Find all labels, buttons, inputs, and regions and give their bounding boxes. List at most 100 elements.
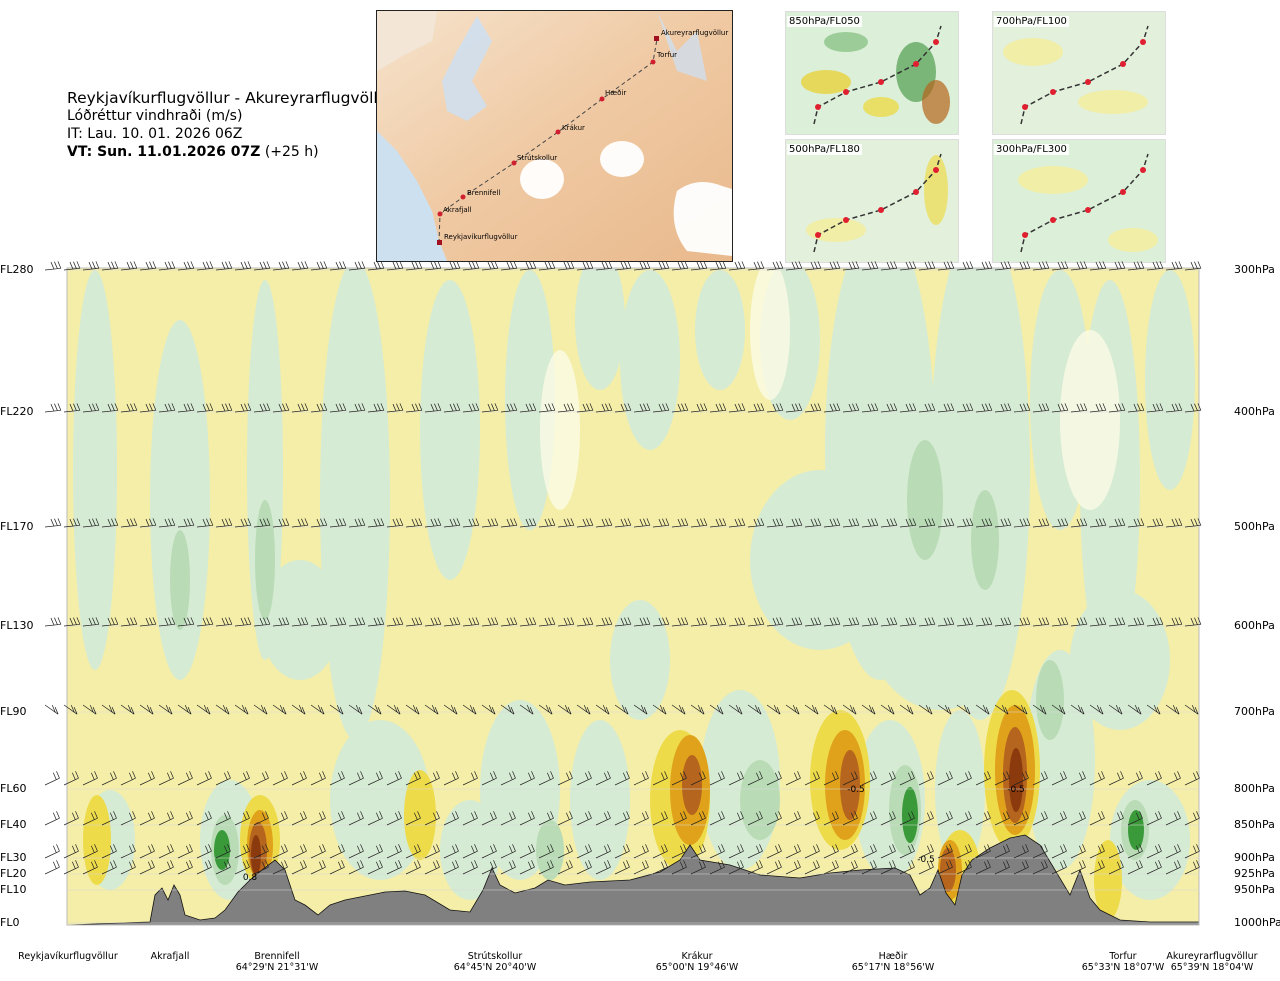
wind-barb [975,704,990,715]
wind-barb [158,844,174,859]
wind-barb [1165,771,1181,786]
wind-barb [519,403,537,413]
map-marker-brennifell [460,194,466,200]
wind-barb [291,811,307,826]
wind-barb [823,844,839,859]
wind-barb [823,518,841,528]
wind-barb [101,518,119,528]
wind-barb [386,860,402,875]
wind-barb [405,704,420,715]
wind-barb [120,860,136,875]
map-marker-haedir [599,96,605,102]
wind-barb [1184,844,1200,859]
wind-barb [63,860,79,875]
wind-barb [994,518,1012,528]
wind-barb [481,261,499,271]
wind-barb [804,518,822,528]
wind-barb [823,811,839,826]
wind-barb [690,617,708,627]
wind-barb [1127,261,1145,271]
wind-barb [557,844,573,859]
wind-barb [177,518,195,528]
wind-barb [823,261,841,271]
wind-barb [842,771,858,786]
wind-barb [899,860,915,875]
wind-barb [1165,860,1181,875]
wind-barb [595,844,611,859]
wind-barb [1089,811,1105,826]
wind-barb [823,860,839,875]
wind-barb [1070,860,1086,875]
wind-barb [196,704,211,715]
station-name: Krákur [681,951,713,962]
wind-barb [329,811,345,826]
wind-barb [994,811,1010,826]
wind-barb [671,403,689,413]
field-region [935,710,985,870]
wind-barb [101,617,119,627]
wind-barb [462,617,480,627]
wind-barb [82,261,100,271]
map-marker-akureyri [654,36,659,41]
wind-barb [177,704,192,715]
wind-barb [1127,617,1145,627]
wind-barb [804,860,820,875]
wind-barb [1070,771,1086,786]
wind-barb [367,844,383,859]
wind-barb [443,860,459,875]
wind-barb [500,704,515,715]
field-region [260,560,340,680]
station-label: Akureyrarflugvöllur 65°39'N 18°04'W [1152,951,1272,973]
wind-barb [1184,617,1202,627]
wind-barb [595,811,611,826]
wind-barb [614,860,630,875]
minimap-700-label: 700hPa/FL100 [994,16,1069,27]
wind-barb [652,771,668,786]
wind-barb [975,811,991,826]
contour-label: -0.5 [917,855,935,865]
wind-barb [975,771,991,786]
wind-barb [576,518,594,528]
wind-barb [139,811,155,826]
fl-axis-label: FL10 [0,883,27,896]
field-region [420,280,480,580]
wind-barb [253,844,269,859]
wind-barb [538,617,556,627]
fl-axis-label: FL220 [0,405,34,418]
wind-barb [1108,771,1124,786]
wind-barb [177,771,193,786]
wind-barb [424,844,440,859]
field-region [940,848,956,892]
wind-barb [329,261,347,271]
wind-barb [44,518,62,528]
wind-barb [481,811,497,826]
wind-barb [1108,518,1126,528]
wind-barb [82,518,100,528]
wind-barb [481,403,499,413]
field-region [907,440,943,560]
wind-barb [728,811,744,826]
wind-barb [443,771,459,786]
field-region [320,268,390,740]
wind-barb [975,403,993,413]
wind-barb [1127,860,1143,875]
wind-barb [595,617,613,627]
wind-barb [899,771,915,786]
wind-barb [120,261,138,271]
wind-barb [481,518,499,528]
wind-barb [44,844,60,859]
wind-barb [633,704,648,715]
wind-barb [177,403,195,413]
wind-barb [709,860,725,875]
wind-barb [63,518,81,528]
wind-barb [804,844,820,859]
wind-barb [500,403,518,413]
wind-barb [576,860,592,875]
wind-barb [44,704,59,715]
wind-barb [804,771,820,786]
wind-barb [1032,704,1047,715]
wind-barb [291,844,307,859]
wind-barb [880,811,896,826]
wind-barb [272,617,290,627]
wind-barb [1184,860,1200,875]
